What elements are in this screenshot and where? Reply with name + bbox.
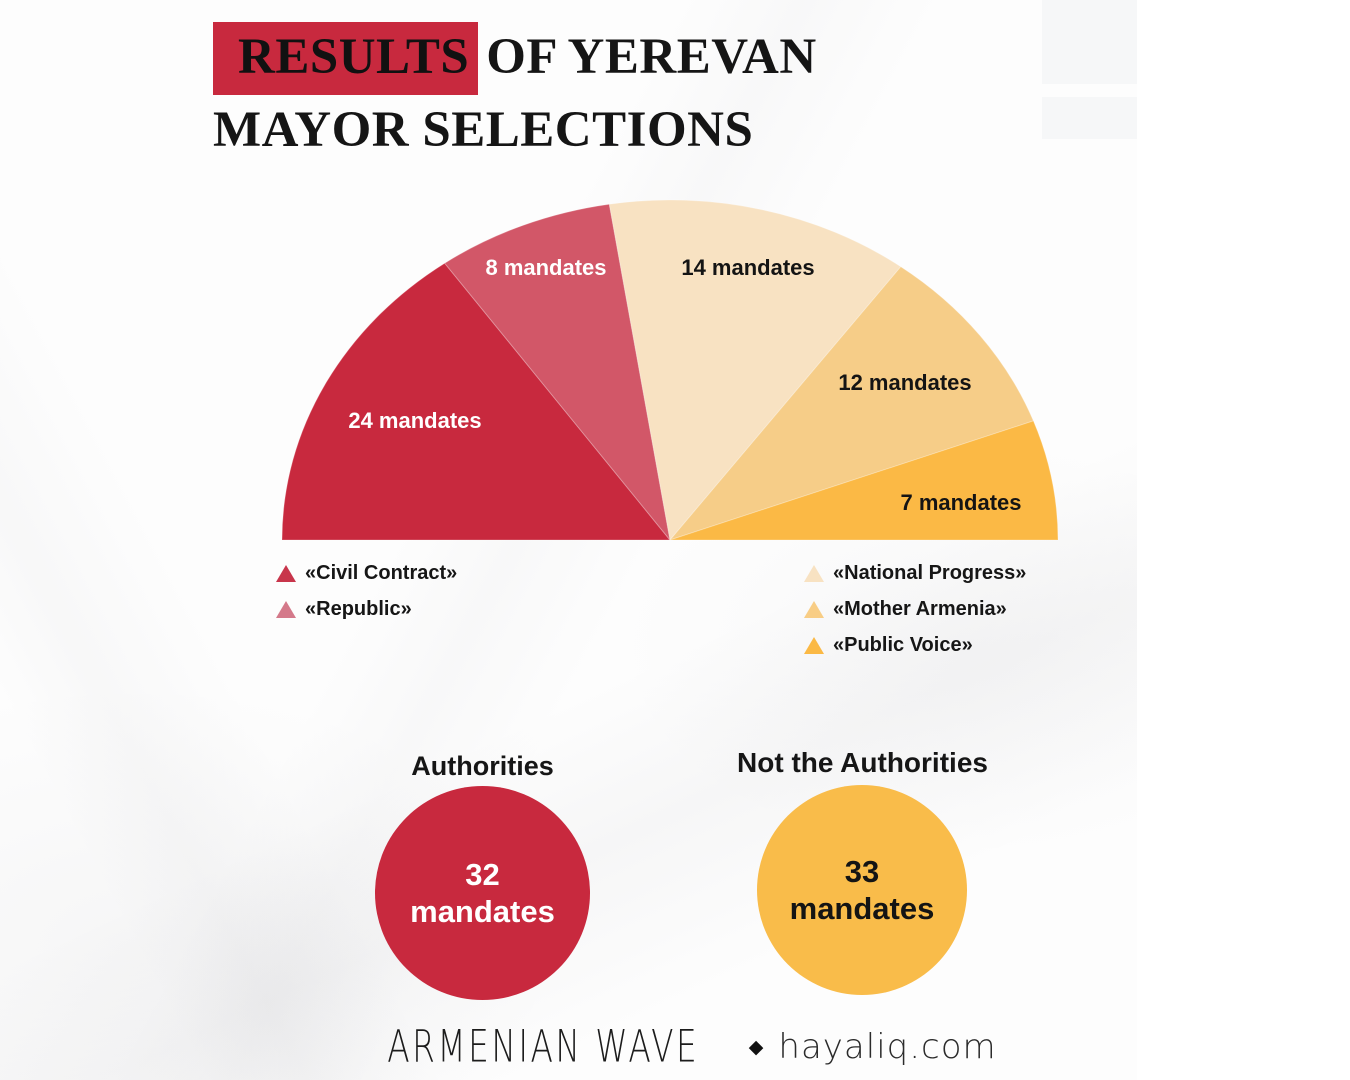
pie-slice-label-republic: 8 mandates — [485, 255, 606, 280]
pie-slice-republic — [443, 203, 671, 541]
pie-slice-mother-armenia — [668, 266, 1035, 542]
legend-label: «Mother Armenia» — [833, 597, 1007, 620]
authorities-value: 32 — [465, 856, 500, 892]
triangle-icon — [276, 564, 296, 582]
legend-item-national-progress: «National Progress» — [804, 562, 1026, 584]
triangle-icon — [804, 564, 824, 582]
not-authorities-value: 33 — [844, 853, 880, 889]
triangle-icon — [804, 636, 824, 654]
pie-slice-national-progress — [608, 199, 902, 542]
triangle-icon — [804, 600, 824, 618]
website-url: hayaliq.com — [778, 1027, 997, 1067]
footer: ARMENIAN WAVE ◆ hayaliq.com — [0, 1021, 1350, 1073]
legend-label: «National Progress» — [833, 561, 1027, 584]
page-title: RESULTS OF YEREVAN MAYOR SELECTIONS — [213, 22, 817, 166]
not-authorities-heading: Not the Authorities — [737, 747, 988, 778]
authorities-unit: mandates — [410, 894, 555, 929]
legend-label: «Civil Contract» — [305, 561, 458, 584]
pie-slice-label-civil-contract: 24 mandates — [348, 408, 481, 433]
legend-label: «Republic» — [305, 597, 412, 620]
pie-slice-label-public-voice: 7 mandates — [900, 490, 1021, 515]
triangle-icon — [276, 600, 296, 618]
title-line-1: RESULTS OF YEREVAN — [213, 22, 817, 95]
authorities-heading: Authorities — [411, 751, 554, 781]
authorities-circle: 32 mandates — [375, 786, 590, 1000]
title-highlight-results: RESULTS — [213, 22, 479, 95]
legend-item-civil-contract: «Civil Contract» — [276, 562, 457, 584]
not-authorities-unit: mandates — [789, 891, 935, 926]
pie-slice-label-mother-armenia: 12 mandates — [838, 370, 971, 395]
paper-texture-block — [1042, 97, 1137, 139]
pie-slice-label-national-progress: 14 mandates — [681, 255, 814, 280]
legend-left-column: «Civil Contract» «Republic» — [276, 562, 457, 620]
title-line1-rest: OF YEREVAN — [486, 29, 817, 85]
legend-item-republic: «Republic» — [276, 598, 457, 620]
legend-right-column: «National Progress» «Mother Armenia» «Pu… — [804, 562, 1026, 656]
legend-label: «Public Voice» — [833, 633, 973, 656]
legend-item-public-voice: «Public Voice» — [804, 634, 1026, 656]
pie-slice-public-voice — [669, 420, 1059, 541]
legend-item-mother-armenia: «Mother Armenia» — [804, 598, 1026, 620]
not-authorities-circle: 33 mandates — [757, 785, 967, 995]
paper-texture-block — [1042, 0, 1137, 84]
title-line-2: MAYOR SELECTIONS — [213, 102, 754, 158]
armenian-wave-logo: ARMENIAN WAVE — [387, 1021, 700, 1073]
pie-slice-civil-contract — [281, 262, 672, 541]
diamond-icon: ◆ — [748, 1036, 764, 1058]
